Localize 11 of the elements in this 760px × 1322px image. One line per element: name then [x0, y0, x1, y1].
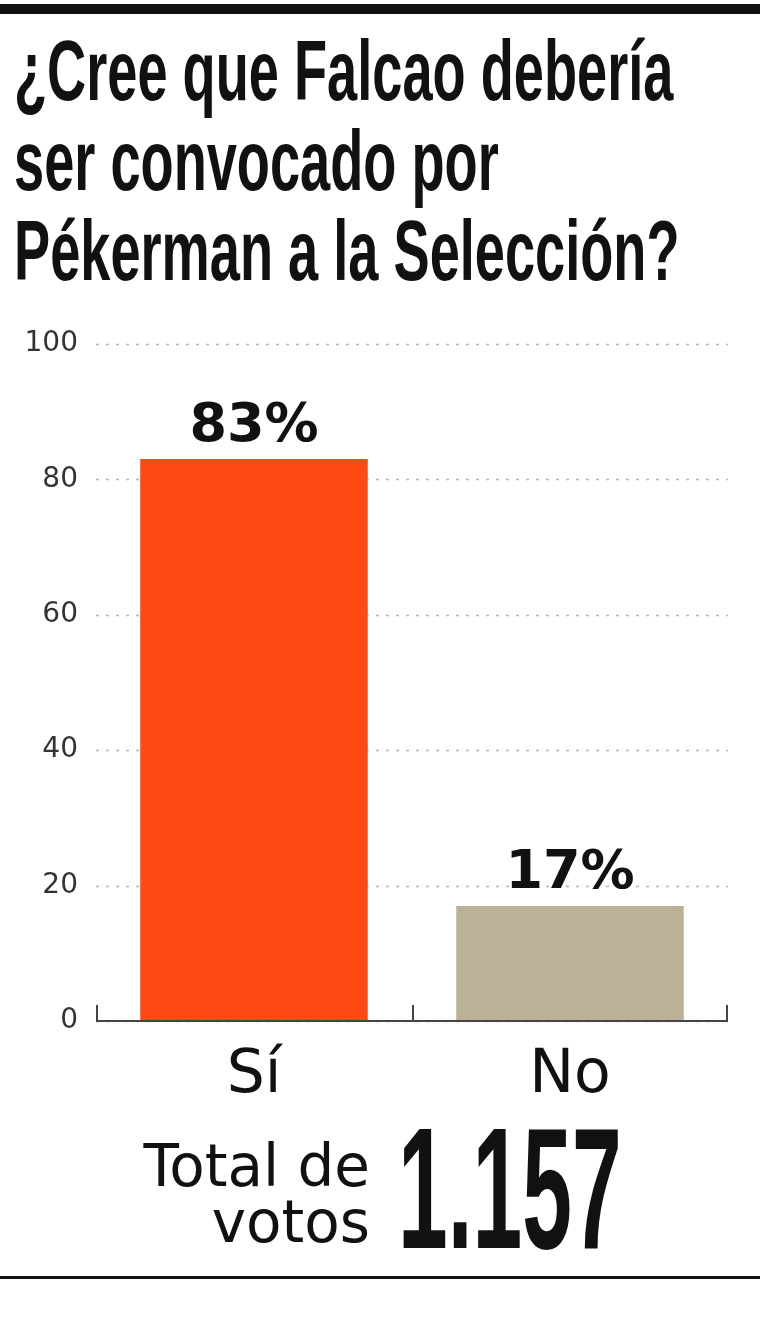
- y-tick-label: 0: [60, 1002, 78, 1036]
- y-tick-label: 60: [42, 596, 78, 630]
- text: Total de votos: [142, 1132, 370, 1256]
- y-tick-label: 20: [42, 866, 78, 900]
- y-tick-label: 40: [42, 731, 78, 765]
- chart-title: ¿Cree que Falcao debería ser convocado por Pékerman a la Selección?: [14, 22, 681, 298]
- x-tick-label: Sí: [226, 1035, 284, 1106]
- y-tick-label: 80: [42, 460, 78, 494]
- data-label: 17%: [505, 837, 635, 901]
- y-tick-label: 100: [24, 325, 78, 359]
- data-label: 83%: [189, 391, 319, 455]
